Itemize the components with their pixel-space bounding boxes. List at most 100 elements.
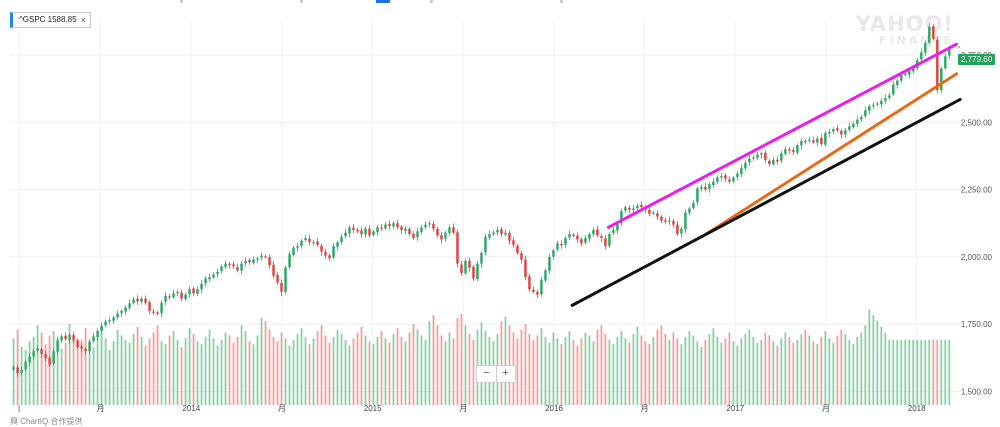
volume-bar xyxy=(80,339,83,405)
close-icon[interactable]: × xyxy=(80,15,86,25)
candle-body xyxy=(520,253,523,260)
volume-bar xyxy=(108,349,111,405)
candle-body xyxy=(184,294,187,299)
candle-body xyxy=(148,302,151,311)
volume-bar xyxy=(48,335,51,405)
volume-bar xyxy=(748,329,751,405)
candle-body xyxy=(356,229,359,232)
x-tick-label: 月 xyxy=(459,404,467,413)
candle-body xyxy=(592,230,595,235)
candle-body xyxy=(740,168,743,175)
candle-body xyxy=(932,26,935,39)
candle-body xyxy=(464,260,467,274)
candle-body xyxy=(152,311,155,313)
volume-bar xyxy=(480,322,483,405)
volume-bar xyxy=(784,332,787,405)
zoom-control: − + xyxy=(476,365,516,383)
candle-body xyxy=(604,238,607,247)
orange-trend-line xyxy=(704,72,959,236)
volume-bar xyxy=(500,320,503,405)
volume-bar xyxy=(592,341,595,405)
volume-bar xyxy=(520,329,523,405)
volume-bar xyxy=(160,341,163,405)
chartiq-credit: 興 ChartIQ 合作提供 xyxy=(10,417,83,426)
candle-body xyxy=(596,229,599,236)
candle-body xyxy=(548,256,551,271)
volume-bar xyxy=(744,333,747,405)
candle-body xyxy=(600,236,603,239)
volume-bar xyxy=(860,332,863,405)
candle-body xyxy=(856,119,859,124)
volume-bar xyxy=(848,339,851,405)
volume-bar xyxy=(116,329,119,405)
candle-body xyxy=(52,351,55,364)
candle-body xyxy=(872,104,875,107)
volume-bar xyxy=(688,331,691,405)
candle-body xyxy=(588,234,591,239)
candle-body xyxy=(436,228,439,236)
candle-body xyxy=(800,141,803,146)
candle-body xyxy=(812,140,815,143)
candle-body xyxy=(40,349,43,354)
candle-body xyxy=(468,260,471,268)
volume-bar xyxy=(236,336,239,405)
candle-body xyxy=(72,335,75,341)
candle-body xyxy=(884,98,887,102)
zoom-in-button[interactable]: + xyxy=(502,367,509,379)
top-tab-strip xyxy=(0,0,1000,6)
volume-bar xyxy=(132,333,135,405)
candle-body xyxy=(712,181,715,186)
volume-bar xyxy=(820,336,823,405)
volume-bar xyxy=(412,323,415,405)
candle-body xyxy=(16,367,19,374)
volume-bar xyxy=(612,344,615,405)
volume-bar xyxy=(204,336,207,405)
candle-body xyxy=(636,205,639,209)
volume-bar xyxy=(824,331,827,405)
volume-bar xyxy=(800,333,803,405)
candle-body xyxy=(516,245,519,253)
candle-body xyxy=(792,150,795,152)
candle-body xyxy=(908,71,911,75)
candle-body xyxy=(716,177,719,182)
candle-body xyxy=(472,266,475,279)
candle-body xyxy=(332,246,335,258)
volume-bar xyxy=(340,333,343,405)
candle-body xyxy=(172,293,175,298)
volume-bar xyxy=(188,328,191,405)
volume-bar xyxy=(584,332,587,405)
candle-body xyxy=(92,336,95,342)
candle-body xyxy=(240,263,243,271)
volume-bar xyxy=(632,333,635,405)
ticker-chip[interactable]: ^GSPC 1588.85 × xyxy=(10,12,91,28)
candle-body xyxy=(264,256,267,258)
candle-body xyxy=(268,257,271,265)
volume-bar xyxy=(832,342,835,405)
candle-body xyxy=(32,351,35,357)
candle-body xyxy=(664,220,667,222)
price-candles xyxy=(12,23,951,377)
volume-bar xyxy=(600,325,603,405)
candle-body xyxy=(848,126,851,130)
volume-bar xyxy=(540,328,543,405)
volume-bar xyxy=(156,325,159,405)
zoom-out-button[interactable]: − xyxy=(477,366,497,382)
volume-bar xyxy=(404,341,407,405)
candle-body xyxy=(64,335,67,340)
volume-bar xyxy=(372,344,375,405)
candle-body xyxy=(320,245,323,252)
candle-body xyxy=(12,367,15,370)
candle-body xyxy=(780,153,783,161)
volume-bar xyxy=(264,320,267,405)
volume-bar xyxy=(752,336,755,405)
volume-bar xyxy=(900,339,903,405)
candle-body xyxy=(56,340,59,352)
candle-body xyxy=(524,259,527,278)
volume-bar xyxy=(128,342,131,405)
volume-bar xyxy=(400,336,403,405)
volume-bar xyxy=(572,339,575,405)
volume-bar xyxy=(424,339,427,405)
volume-bar xyxy=(192,333,195,405)
candle-body xyxy=(272,264,275,276)
